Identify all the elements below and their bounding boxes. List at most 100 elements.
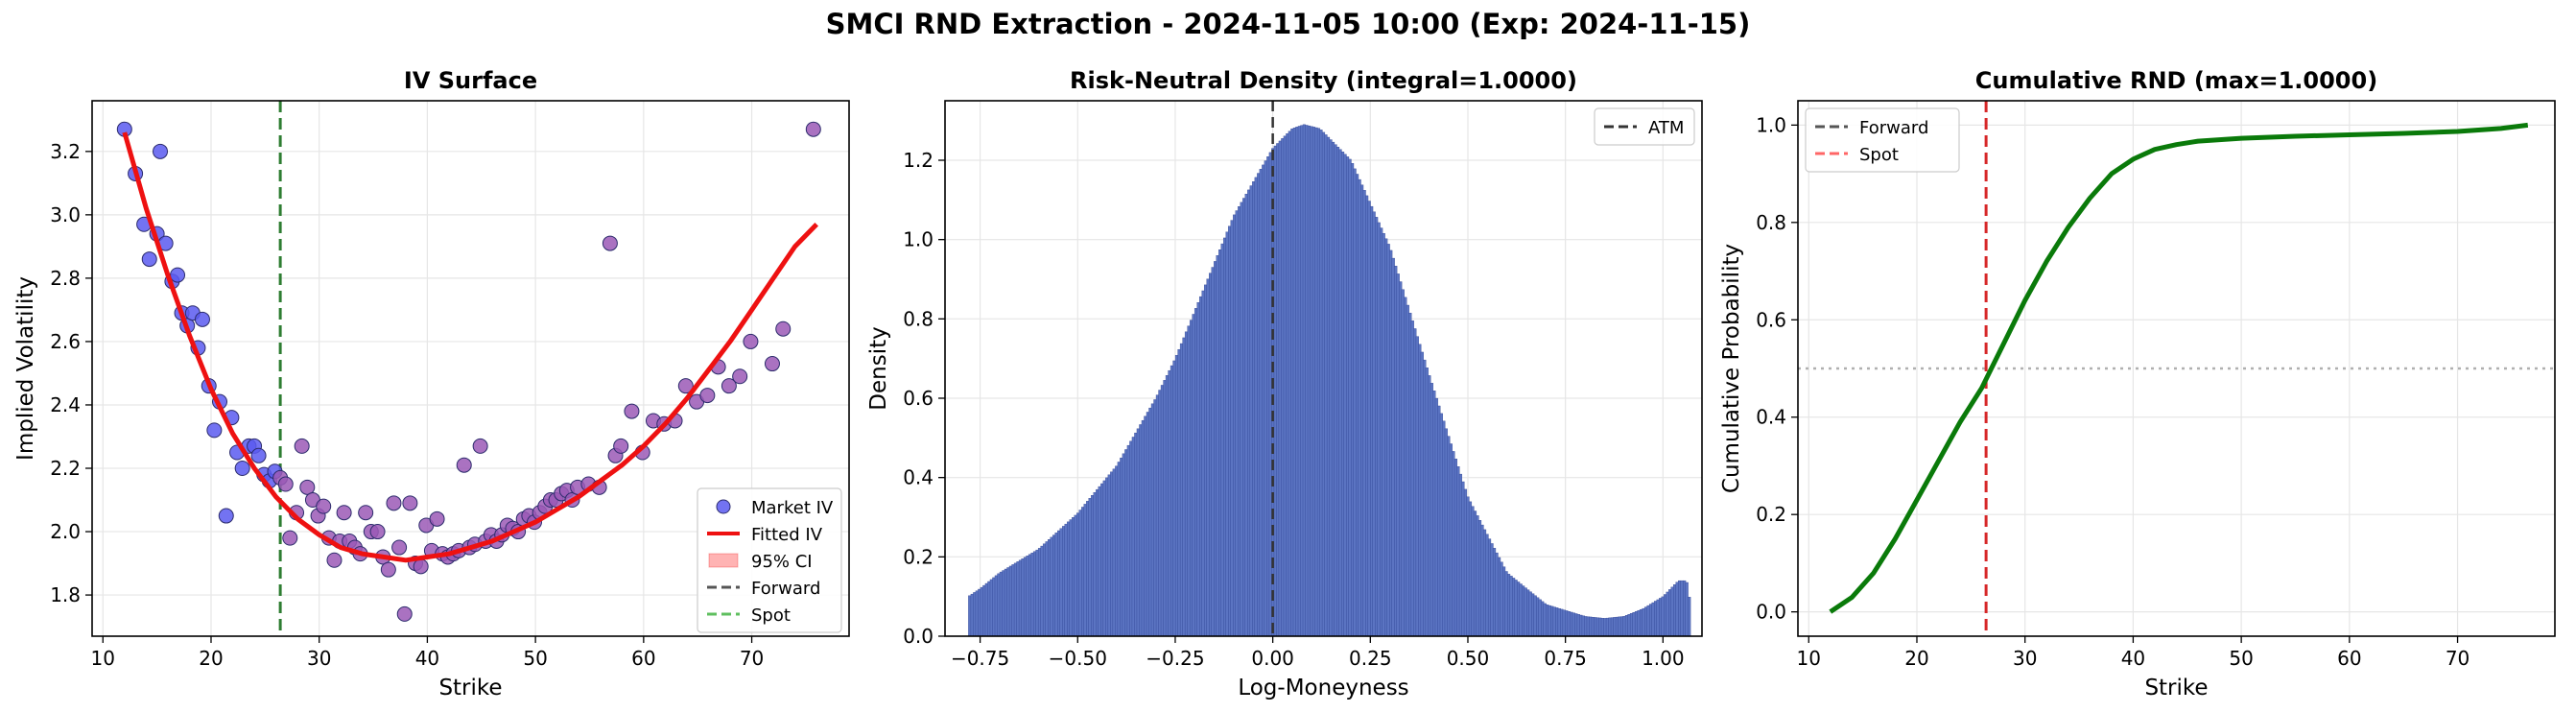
y-tick-label: 1.0 bbox=[903, 228, 934, 251]
chart-title: Risk-Neutral Density (integral=1.0000) bbox=[1070, 67, 1577, 94]
legend-entry: Forward bbox=[707, 579, 820, 599]
y-tick-label: 2.0 bbox=[50, 520, 81, 543]
legend-label: Spot bbox=[751, 605, 791, 626]
market-iv-point bbox=[141, 251, 157, 268]
x-tick-label: 20 bbox=[1904, 647, 1928, 670]
market-iv-point bbox=[775, 320, 792, 337]
legend-entry: Fitted IV bbox=[707, 525, 823, 545]
market-iv-point bbox=[764, 356, 780, 372]
market-iv-point bbox=[413, 558, 429, 575]
y-tick-label: 2.2 bbox=[50, 457, 81, 480]
legend-entry: 95% CI bbox=[708, 552, 813, 572]
market-iv-point bbox=[336, 505, 352, 521]
y-tick-label: 0.4 bbox=[903, 466, 934, 489]
legend-entry: Market IV bbox=[716, 498, 834, 518]
market-iv-point bbox=[277, 476, 294, 492]
market-iv-point bbox=[250, 447, 267, 463]
x-tick-label: 40 bbox=[2121, 647, 2145, 670]
x-tick-label: 70 bbox=[740, 647, 764, 670]
market-iv-point bbox=[699, 388, 716, 404]
y-tick-label: 1.0 bbox=[1756, 113, 1786, 136]
legend-label: ATM bbox=[1648, 118, 1684, 138]
market-iv-point bbox=[732, 368, 748, 385]
market-iv-point bbox=[721, 378, 737, 394]
market-iv-point bbox=[369, 524, 386, 540]
legend-label: Forward bbox=[1859, 118, 1928, 138]
legend-label: Market IV bbox=[751, 498, 834, 518]
market-iv-point bbox=[358, 505, 374, 521]
market-iv-point bbox=[624, 403, 640, 419]
legend-box bbox=[1594, 107, 1695, 146]
market-iv-point bbox=[743, 333, 759, 349]
market-iv-point bbox=[194, 311, 210, 327]
market-iv-point bbox=[326, 552, 343, 568]
y-tick-label: 2.6 bbox=[50, 330, 81, 353]
panel-2: −0.75 −0.50 −0.25 0.00 0.25 0.50 0.75 1.00 0.0 0.… bbox=[866, 67, 1703, 700]
figure-title: SMCI RND Extraction - 2024-11-05 10:00 (… bbox=[825, 8, 1751, 40]
x-axis-label: Log-Moneyness bbox=[1238, 676, 1408, 700]
market-iv-point bbox=[153, 143, 169, 159]
y-tick-label: 2.4 bbox=[50, 393, 81, 416]
y-tick-label: 0.2 bbox=[1756, 503, 1786, 526]
density-bars bbox=[968, 124, 1691, 637]
iv-plot-area bbox=[116, 101, 821, 636]
x-tick-label: 0.25 bbox=[1349, 647, 1392, 670]
y-tick-label: 3.0 bbox=[50, 203, 81, 226]
x-tick-label: 10 bbox=[91, 647, 115, 670]
legend-patch bbox=[708, 553, 739, 568]
y-axis-label: Cumulative Probability bbox=[1719, 244, 1744, 493]
market-iv-point bbox=[602, 235, 618, 251]
x-tick-label: 0.50 bbox=[1447, 647, 1490, 670]
panel-3: 10 20 30 40 50 60 70 0.0 0.2 0.4 0.6 0.8 1.0 Cumulati… bbox=[1719, 67, 2556, 700]
legend-label: 95% CI bbox=[751, 552, 813, 572]
x-tick-label: 50 bbox=[523, 647, 547, 670]
market-iv-point bbox=[613, 438, 629, 454]
y-tick-label: 0.6 bbox=[903, 387, 934, 410]
x-axis-label: Strike bbox=[438, 676, 502, 700]
legend-marker bbox=[716, 499, 731, 514]
market-iv-point bbox=[391, 539, 408, 556]
y-tick-label: 0.0 bbox=[903, 625, 934, 648]
y-tick-label: 0.0 bbox=[1756, 601, 1786, 624]
market-iv-point bbox=[206, 422, 223, 439]
x-tick-label: 70 bbox=[2446, 647, 2470, 670]
legend-entry: Spot bbox=[1815, 145, 1899, 165]
y-tick-label: 0.2 bbox=[903, 545, 934, 568]
x-tick-label: 0.75 bbox=[1544, 647, 1587, 670]
chart-title: IV Surface bbox=[404, 67, 537, 94]
y-tick-label: 3.2 bbox=[50, 140, 81, 163]
y-tick-label: 0.8 bbox=[1756, 211, 1786, 234]
market-iv-point bbox=[218, 508, 234, 524]
market-iv-point bbox=[316, 498, 332, 514]
legend-label: Forward bbox=[751, 579, 820, 599]
x-tick-label: 30 bbox=[307, 647, 331, 670]
market-iv-point bbox=[472, 438, 488, 454]
y-axis-label: Density bbox=[866, 326, 891, 410]
x-tick-label: 60 bbox=[631, 647, 655, 670]
legend-label: Spot bbox=[1859, 145, 1899, 165]
plot-frame bbox=[944, 100, 1703, 637]
legend-entry: Forward bbox=[1815, 118, 1928, 138]
market-iv-point bbox=[456, 457, 472, 473]
density-bar bbox=[1688, 597, 1691, 637]
x-tick-label: 20 bbox=[199, 647, 223, 670]
market-iv-point bbox=[299, 479, 316, 495]
plot-frame bbox=[91, 100, 850, 637]
market-iv-point bbox=[805, 121, 821, 137]
x-tick-label: −0.50 bbox=[1049, 647, 1107, 670]
x-tick-label: 0.00 bbox=[1251, 647, 1294, 670]
x-tick-label: 50 bbox=[2229, 647, 2253, 670]
y-tick-label: 0.8 bbox=[903, 307, 934, 330]
legend-box bbox=[1805, 107, 1960, 173]
y-tick-label: 0.6 bbox=[1756, 308, 1786, 331]
x-tick-label: −0.75 bbox=[951, 647, 1009, 670]
x-tick-label: 30 bbox=[2013, 647, 2037, 670]
y-tick-label: 1.8 bbox=[50, 583, 81, 606]
y-tick-label: 1.2 bbox=[903, 149, 934, 172]
y-tick-label: 2.8 bbox=[50, 267, 81, 290]
x-tick-label: 10 bbox=[1797, 647, 1821, 670]
legend-entry: Spot bbox=[707, 605, 791, 626]
market-iv-point bbox=[402, 495, 418, 511]
market-iv-point bbox=[386, 495, 402, 511]
